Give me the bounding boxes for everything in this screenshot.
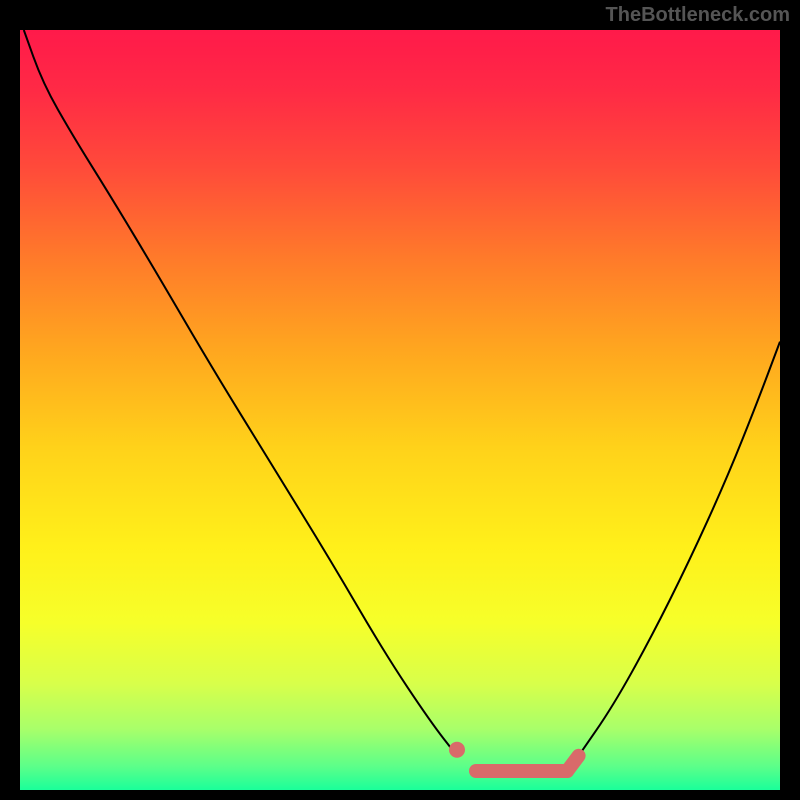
plot-area xyxy=(20,30,780,790)
bottleneck-curve-right xyxy=(579,342,780,756)
chart-frame: TheBottleneck.com xyxy=(0,0,800,800)
watermark-text: TheBottleneck.com xyxy=(606,4,790,27)
bottleneck-curve-left xyxy=(24,30,457,756)
highlight-segment-1 xyxy=(567,756,578,771)
curve-layer xyxy=(20,30,780,790)
highlight-dot xyxy=(449,742,465,758)
